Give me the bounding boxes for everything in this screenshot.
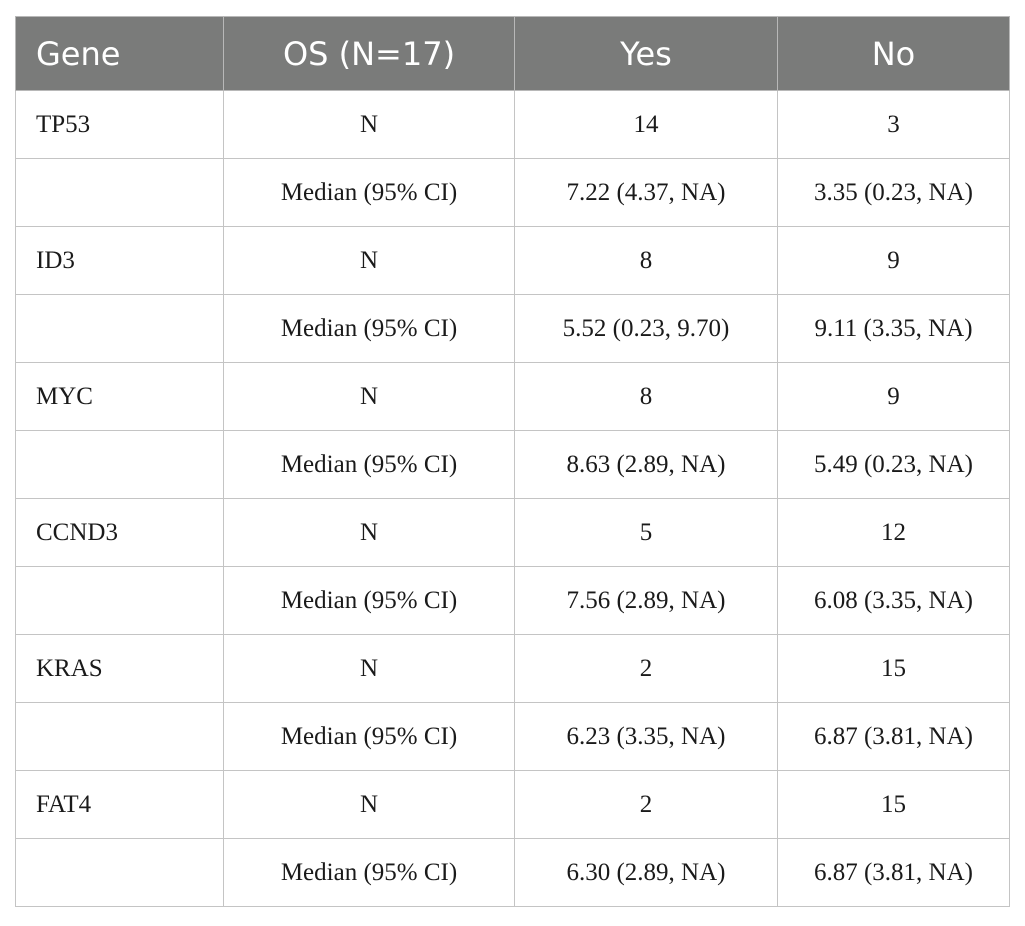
- stat-cell: Median (95% CI): [223, 158, 515, 227]
- gene-cell: CCND3: [15, 498, 224, 567]
- table-row: Median (95% CI) 6.23 (3.35, NA) 6.87 (3.…: [15, 702, 1010, 771]
- no-cell: 5.49 (0.23, NA): [777, 430, 1010, 499]
- table-row: Median (95% CI) 5.52 (0.23, 9.70) 9.11 (…: [15, 294, 1010, 363]
- yes-cell: 6.30 (2.89, NA): [514, 838, 778, 907]
- yes-cell: 8: [514, 362, 778, 431]
- yes-cell: 8.63 (2.89, NA): [514, 430, 778, 499]
- gene-os-table: Gene OS (N=17) Yes No TP53 N 14 3 Median…: [15, 16, 1010, 907]
- gene-cell: [15, 294, 224, 363]
- no-cell: 15: [777, 770, 1010, 839]
- yes-cell: 7.22 (4.37, NA): [514, 158, 778, 227]
- yes-cell: 14: [514, 90, 778, 159]
- stat-cell: N: [223, 226, 515, 295]
- table-row: MYC N 8 9: [15, 362, 1010, 431]
- gene-cell: KRAS: [15, 634, 224, 703]
- stat-cell: Median (95% CI): [223, 294, 515, 363]
- no-cell: 15: [777, 634, 1010, 703]
- table-row: Median (95% CI) 6.30 (2.89, NA) 6.87 (3.…: [15, 838, 1010, 907]
- header-row: Gene OS (N=17) Yes No: [15, 16, 1010, 91]
- gene-cell: [15, 702, 224, 771]
- data-table-container: Gene OS (N=17) Yes No TP53 N 14 3 Median…: [15, 16, 1010, 907]
- no-cell: 6.87 (3.81, NA): [777, 838, 1010, 907]
- no-cell: 9: [777, 226, 1010, 295]
- stat-cell: N: [223, 498, 515, 567]
- gene-cell: FAT4: [15, 770, 224, 839]
- gene-cell: TP53: [15, 90, 224, 159]
- table-row: TP53 N 14 3: [15, 90, 1010, 159]
- table-row: ID3 N 8 9: [15, 226, 1010, 295]
- gene-cell: [15, 158, 224, 227]
- stat-cell: Median (95% CI): [223, 566, 515, 635]
- no-cell: 6.08 (3.35, NA): [777, 566, 1010, 635]
- stat-cell: Median (95% CI): [223, 702, 515, 771]
- yes-cell: 7.56 (2.89, NA): [514, 566, 778, 635]
- gene-cell: [15, 430, 224, 499]
- yes-cell: 5: [514, 498, 778, 567]
- stat-cell: N: [223, 362, 515, 431]
- no-cell: 12: [777, 498, 1010, 567]
- header-yes: Yes: [514, 16, 778, 91]
- no-cell: 3.35 (0.23, NA): [777, 158, 1010, 227]
- table-row: Median (95% CI) 7.22 (4.37, NA) 3.35 (0.…: [15, 158, 1010, 227]
- yes-cell: 6.23 (3.35, NA): [514, 702, 778, 771]
- stat-cell: N: [223, 634, 515, 703]
- stat-cell: Median (95% CI): [223, 430, 515, 499]
- yes-cell: 5.52 (0.23, 9.70): [514, 294, 778, 363]
- stat-cell: N: [223, 770, 515, 839]
- gene-cell: ID3: [15, 226, 224, 295]
- table-header: Gene OS (N=17) Yes No: [15, 16, 1010, 91]
- table-row: Median (95% CI) 8.63 (2.89, NA) 5.49 (0.…: [15, 430, 1010, 499]
- header-os: OS (N=17): [223, 16, 515, 91]
- stat-cell: Median (95% CI): [223, 838, 515, 907]
- table-row: KRAS N 2 15: [15, 634, 1010, 703]
- gene-cell: MYC: [15, 362, 224, 431]
- header-no: No: [777, 16, 1010, 91]
- table-row: CCND3 N 5 12: [15, 498, 1010, 567]
- no-cell: 6.87 (3.81, NA): [777, 702, 1010, 771]
- table-row: Median (95% CI) 7.56 (2.89, NA) 6.08 (3.…: [15, 566, 1010, 635]
- header-gene: Gene: [15, 16, 224, 91]
- yes-cell: 2: [514, 770, 778, 839]
- no-cell: 9: [777, 362, 1010, 431]
- no-cell: 3: [777, 90, 1010, 159]
- yes-cell: 2: [514, 634, 778, 703]
- gene-cell: [15, 566, 224, 635]
- stat-cell: N: [223, 90, 515, 159]
- yes-cell: 8: [514, 226, 778, 295]
- table-body: TP53 N 14 3 Median (95% CI) 7.22 (4.37, …: [15, 90, 1010, 907]
- table-row: FAT4 N 2 15: [15, 770, 1010, 839]
- gene-cell: [15, 838, 224, 907]
- no-cell: 9.11 (3.35, NA): [777, 294, 1010, 363]
